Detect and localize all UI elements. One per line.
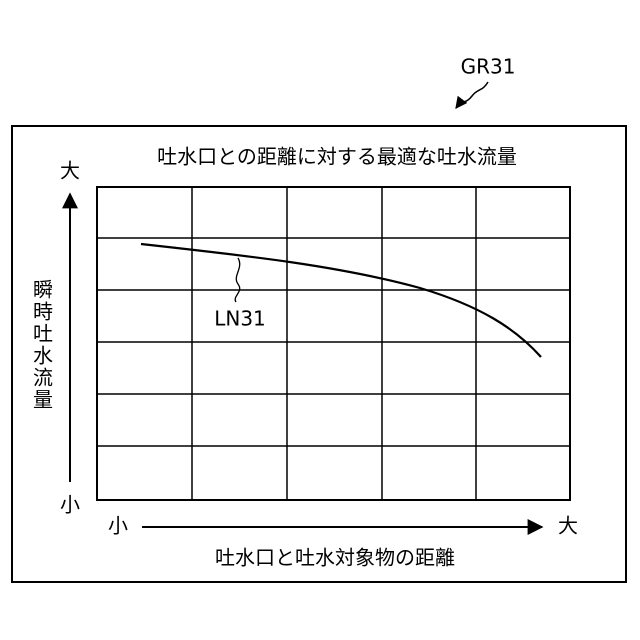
label-arrow xyxy=(456,82,488,108)
figure: GR31 吐水口との距離に対する最適な吐水流量 LN31 大 小 瞬時吐水流量 … xyxy=(0,0,640,640)
frame xyxy=(12,126,626,582)
x-axis-label: 吐水口と吐水対象物の距離 xyxy=(215,546,455,570)
curve-label: LN31 xyxy=(214,307,266,331)
figure-label: GR31 xyxy=(461,55,516,79)
plot-border xyxy=(97,187,570,500)
y-axis-label: 瞬時吐水流量 xyxy=(30,279,54,411)
chart-title: 吐水口との距離に対する最適な吐水流量 xyxy=(157,145,517,169)
y-low: 小 xyxy=(60,493,80,517)
curve-leader xyxy=(235,258,240,302)
x-high: 大 xyxy=(558,514,578,538)
curve xyxy=(141,244,541,357)
x-low: 小 xyxy=(108,514,128,538)
grid xyxy=(97,187,570,500)
y-high: 大 xyxy=(60,159,80,183)
